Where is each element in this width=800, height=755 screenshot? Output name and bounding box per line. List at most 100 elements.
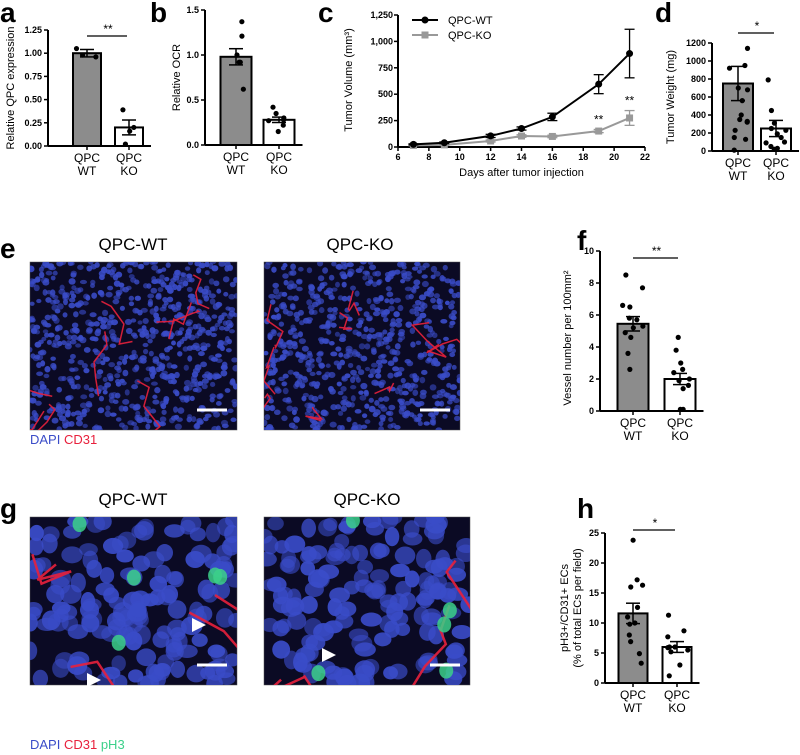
vessel <box>37 403 56 430</box>
data-point <box>518 125 525 133</box>
nucleus <box>378 332 385 338</box>
nucleus <box>302 392 309 398</box>
nucleus <box>81 609 103 629</box>
nucleus <box>282 308 289 315</box>
nucleus <box>66 375 74 382</box>
nucleus <box>293 416 300 423</box>
nucleus <box>79 412 87 418</box>
nucleus <box>274 294 281 300</box>
nucleus <box>174 371 180 379</box>
nucleus <box>433 271 441 277</box>
ph3-cell <box>72 517 87 533</box>
micrograph-e-wt <box>29 261 238 431</box>
nucleus <box>377 363 383 369</box>
nucleus <box>180 517 202 533</box>
nucleus <box>86 402 93 408</box>
nucleus <box>324 665 343 680</box>
nucleus <box>205 522 221 543</box>
nucleus <box>412 284 420 290</box>
nucleus <box>357 369 365 376</box>
nucleus <box>91 292 98 299</box>
nucleus <box>58 288 66 295</box>
nucleus <box>132 366 139 373</box>
nucleus <box>45 297 52 303</box>
nucleus <box>221 312 228 317</box>
nucleus <box>76 415 83 422</box>
nucleus <box>191 416 197 423</box>
nucleus <box>165 262 171 268</box>
nucleus <box>139 394 146 400</box>
nucleus <box>449 300 456 305</box>
x-tick-label: 6 <box>395 152 400 162</box>
nucleus <box>359 395 367 401</box>
nucleus <box>286 588 302 608</box>
nucleus <box>93 321 100 327</box>
nucleus <box>368 405 376 413</box>
nucleus <box>45 270 53 276</box>
nucleus <box>229 379 236 386</box>
nucleus <box>150 287 158 294</box>
nucleus <box>411 383 419 389</box>
micrograph-g-ko <box>263 516 471 686</box>
nucleus <box>122 358 128 365</box>
nucleus <box>370 362 378 368</box>
nucleus <box>389 297 395 305</box>
nucleus <box>144 409 151 417</box>
nucleus <box>74 410 82 416</box>
nucleus <box>44 366 51 373</box>
nucleus <box>150 381 158 386</box>
nucleus <box>185 321 192 327</box>
data-point <box>239 19 245 25</box>
nucleus <box>380 406 388 412</box>
y-tick-label: 0 <box>594 678 599 688</box>
data-point <box>624 614 631 620</box>
nucleus <box>167 619 187 638</box>
stain-legend: DAPI CD31 <box>30 432 97 447</box>
nucleus <box>446 382 452 388</box>
nucleus <box>50 275 56 281</box>
nucleus <box>112 299 120 305</box>
nucleus <box>287 295 295 301</box>
significance-stars: ** <box>103 22 113 36</box>
nucleus <box>230 417 237 422</box>
y-axis-label: Tumor Weight (mg) <box>665 50 677 144</box>
nucleus <box>78 309 87 315</box>
ph3-cell <box>439 662 454 679</box>
nucleus <box>395 321 403 328</box>
nucleus <box>378 420 384 427</box>
nucleus <box>56 262 64 267</box>
nucleus <box>340 262 347 266</box>
nucleus <box>204 270 210 276</box>
nucleus <box>369 542 387 560</box>
nucleus <box>350 285 356 291</box>
nucleus <box>155 316 161 321</box>
nucleus <box>401 265 407 270</box>
nucleus <box>51 417 59 424</box>
nucleus <box>54 652 75 669</box>
nucleus <box>346 351 354 358</box>
data-point <box>665 634 671 640</box>
nucleus <box>83 346 91 353</box>
micrograph-title: QPC-WT <box>99 235 168 254</box>
nucleus <box>301 345 309 352</box>
nucleus <box>378 296 384 302</box>
nucleus <box>74 287 82 294</box>
nucleus <box>88 262 94 265</box>
nucleus <box>150 408 157 414</box>
nucleus <box>369 303 376 311</box>
data-point <box>676 378 682 384</box>
nucleus <box>447 642 465 659</box>
nucleus <box>30 524 44 542</box>
y-tick-label: 20 <box>589 558 599 568</box>
nucleus <box>202 416 209 422</box>
nucleus <box>290 263 296 271</box>
nucleus <box>75 420 83 427</box>
ph3-cell <box>213 568 228 585</box>
nucleus <box>227 264 233 271</box>
nucleus <box>166 296 174 303</box>
data-point <box>744 119 750 125</box>
nucleus <box>165 638 183 658</box>
data-point <box>239 33 245 39</box>
data-point <box>665 645 671 651</box>
nucleus <box>296 278 303 284</box>
